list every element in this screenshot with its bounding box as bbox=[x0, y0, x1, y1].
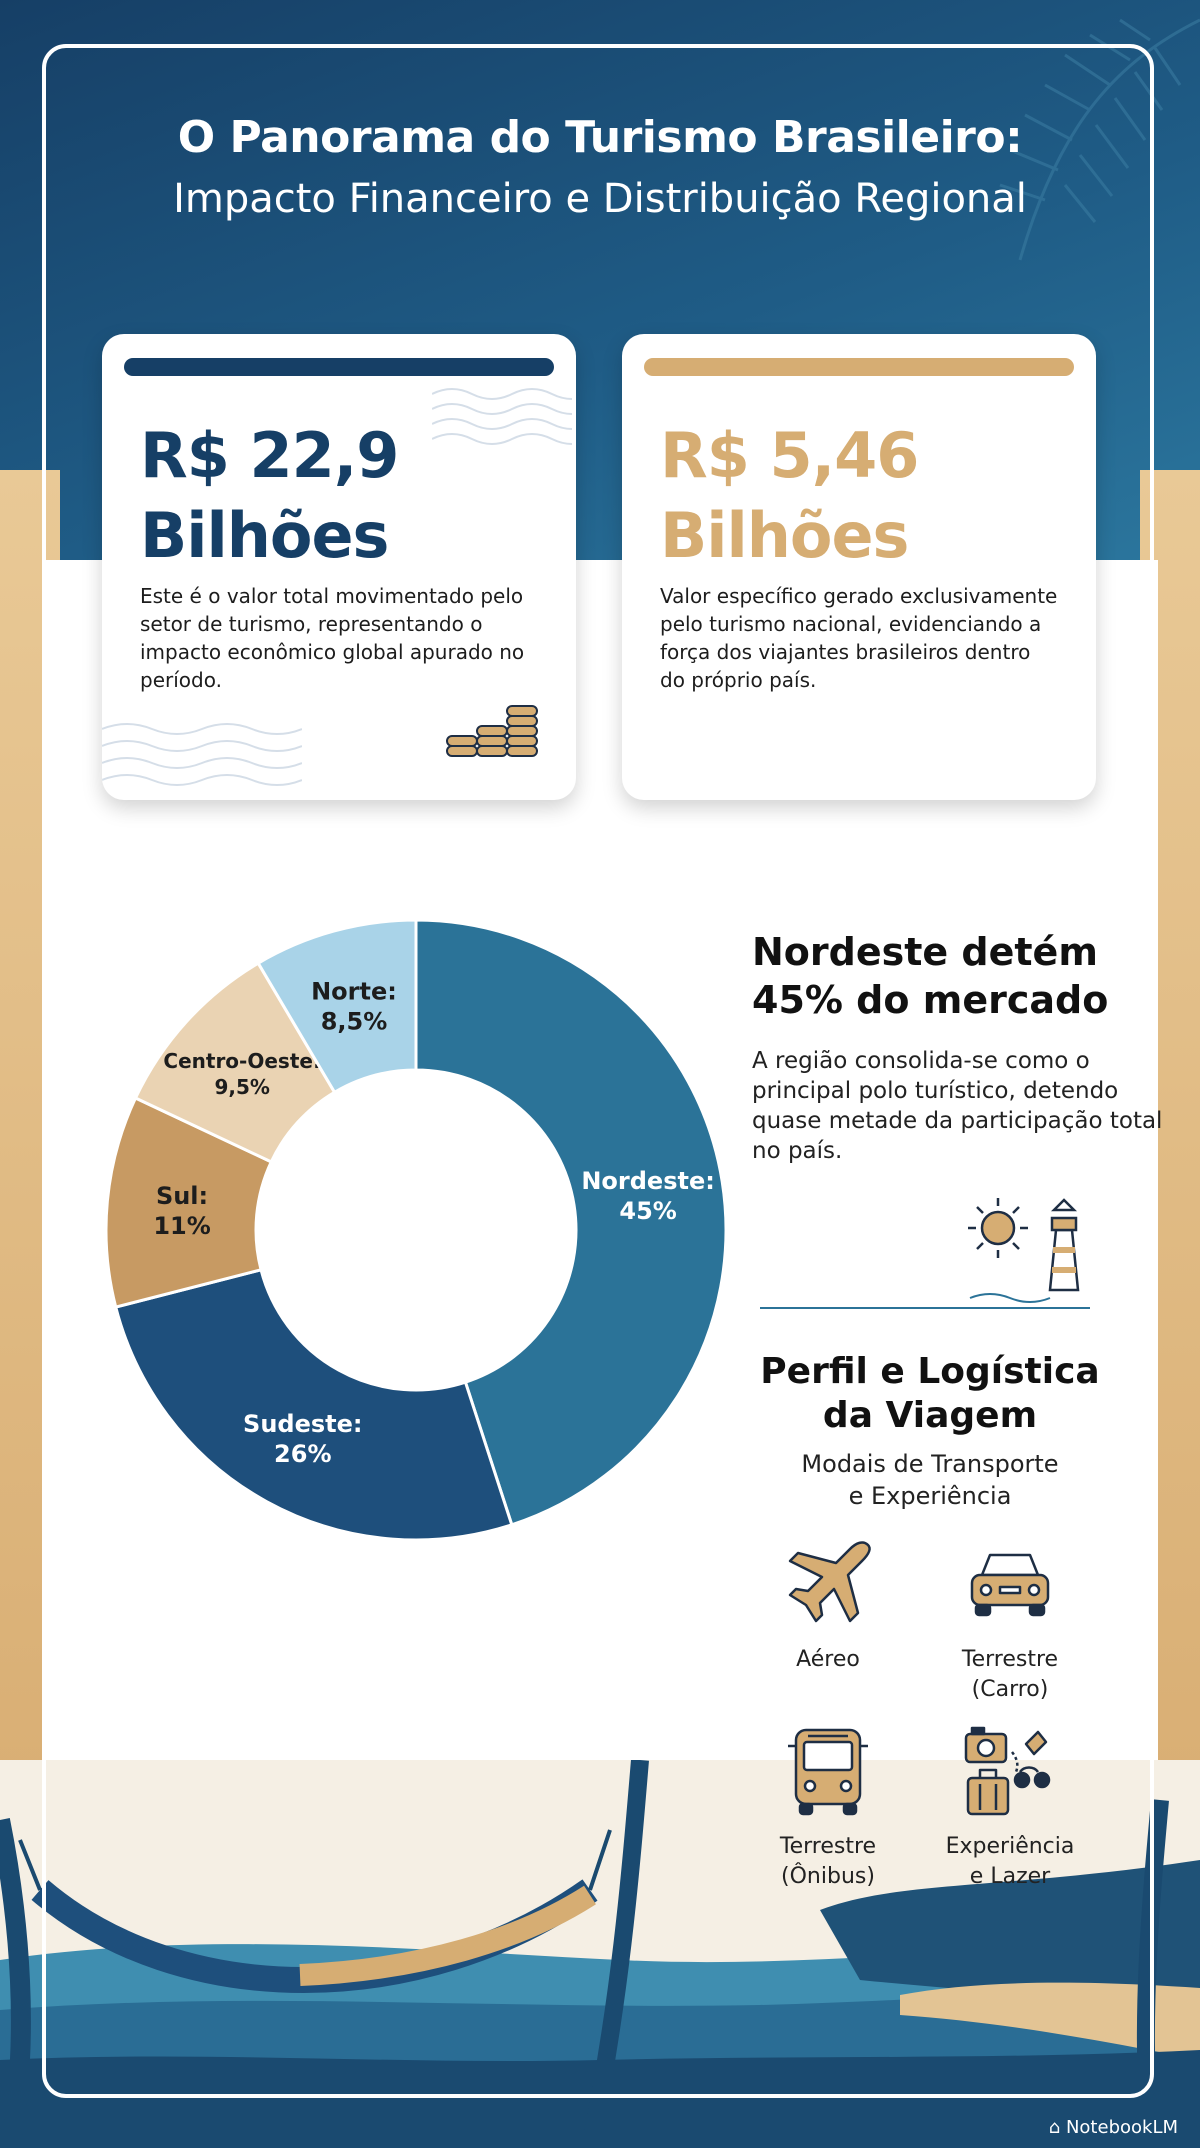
mode-bus-label: Terrestre (Ônibus) bbox=[738, 1832, 918, 1892]
value-line-2: Bilhões bbox=[660, 499, 909, 572]
nordeste-highlight-title: Nordeste detém 45% do mercado bbox=[752, 928, 1172, 1024]
mode-air-label: Aéreo bbox=[738, 1645, 918, 1675]
slice-value: 45% bbox=[619, 1197, 676, 1225]
mode-bus: Terrestre (Ônibus) bbox=[738, 1722, 918, 1892]
slice-value: 8,5% bbox=[321, 1007, 388, 1035]
title-line-1: Nordeste detém bbox=[752, 930, 1098, 974]
wave-decoration-icon bbox=[432, 388, 572, 445]
mode-label-line-1: Experiência bbox=[945, 1834, 1075, 1859]
mode-label-line-2: e Lazer bbox=[969, 1864, 1051, 1889]
subtitle-line-2: e Experiência bbox=[848, 1482, 1012, 1510]
value-line-2: Bilhões bbox=[140, 499, 389, 572]
notebooklm-logo-icon: ⌂ bbox=[1048, 2117, 1066, 2138]
donut-slice-0 bbox=[414, 918, 728, 1527]
title-line-2: da Viagem bbox=[822, 1395, 1038, 1436]
page-frame bbox=[42, 44, 1154, 2098]
travel-profile-subtitle: Modais de Transporte e Experiência bbox=[740, 1448, 1120, 1512]
camera-luggage-icon bbox=[964, 1726, 1051, 1816]
value-line-1: R$ 22,9 bbox=[140, 419, 399, 492]
card-accent-bar bbox=[124, 358, 554, 376]
mode-label-line-1: Terrestre bbox=[779, 1834, 877, 1859]
mode-label-line-1: Terrestre bbox=[961, 1647, 1059, 1672]
coins-icon bbox=[446, 705, 538, 757]
mode-label-line-2: (Ônibus) bbox=[781, 1864, 875, 1889]
slice-label: Nordeste: bbox=[581, 1167, 715, 1195]
title-line-2: 45% do mercado bbox=[752, 978, 1109, 1022]
card-accent-bar bbox=[644, 358, 1074, 376]
slice-label: Sul: bbox=[156, 1182, 208, 1210]
regional-distribution-chart: Nordeste: 45% Sudeste: 26% Sul: 11% Centro-Oes… bbox=[96, 910, 736, 1550]
donut-chart-svg: Nordeste:45% Sudeste:26% Sul:11% Centro-Oes… bbox=[104, 918, 728, 1542]
donut-slice-1 bbox=[113, 1267, 514, 1542]
total-revenue-description: Este é o valor total movimentado pelo se… bbox=[140, 584, 525, 692]
slice-label: Centro-Oeste: bbox=[163, 1049, 321, 1073]
slice-value: 9,5% bbox=[214, 1075, 269, 1099]
slice-value: 11% bbox=[153, 1212, 210, 1240]
brand-footer: ⌂ NotebookLM bbox=[1049, 2117, 1178, 2138]
slice-value: 26% bbox=[274, 1440, 331, 1468]
mode-leisure-label: Experiência e Lazer bbox=[920, 1832, 1100, 1892]
page-subtitle: Impacto Financeiro e Distribuição Region… bbox=[173, 176, 1027, 222]
donut-slice-4 bbox=[256, 918, 418, 1095]
airplane-icon bbox=[788, 1541, 871, 1623]
total-revenue-value: R$ 22,9 Bilhões bbox=[140, 416, 399, 576]
mode-air: Aéreo bbox=[738, 1535, 918, 1675]
slice-label: Norte: bbox=[311, 977, 397, 1005]
car-icon bbox=[970, 1553, 1050, 1617]
title-line-1: Perfil e Logística bbox=[760, 1351, 1100, 1392]
subtitle-line-1: Modais de Transporte bbox=[801, 1450, 1059, 1478]
mode-leisure: Experiência e Lazer bbox=[920, 1722, 1100, 1892]
value-line-1: R$ 5,46 bbox=[660, 419, 919, 492]
total-revenue-card: R$ 22,9 Bilhões Este é o valor total mov… bbox=[102, 334, 576, 800]
nordeste-highlight-description: A região consolida-se como o principal p… bbox=[752, 1048, 1163, 1164]
bus-icon bbox=[788, 1728, 868, 1816]
mode-car: Terrestre (Carro) bbox=[920, 1535, 1100, 1705]
mode-car-label: Terrestre (Carro) bbox=[920, 1645, 1100, 1705]
page-title: O Panorama do Turismo Brasileiro: bbox=[177, 112, 1023, 163]
lighthouse-icon bbox=[760, 1198, 1090, 1309]
wave-decoration-icon bbox=[102, 723, 302, 786]
brand-name: NotebookLM bbox=[1065, 2117, 1178, 2138]
national-revenue-description: Valor específico gerado exclusivamente p… bbox=[660, 584, 1058, 692]
travel-profile-title: Perfil e Logística da Viagem bbox=[740, 1350, 1120, 1438]
national-revenue-value: R$ 5,46 Bilhões bbox=[660, 416, 919, 576]
slice-label: Sudeste: bbox=[243, 1410, 362, 1438]
mode-label-line-1: Aéreo bbox=[796, 1647, 860, 1672]
mode-label-line-2: (Carro) bbox=[971, 1677, 1049, 1702]
national-revenue-card: R$ 5,46 Bilhões Valor específico gerado … bbox=[622, 334, 1096, 800]
